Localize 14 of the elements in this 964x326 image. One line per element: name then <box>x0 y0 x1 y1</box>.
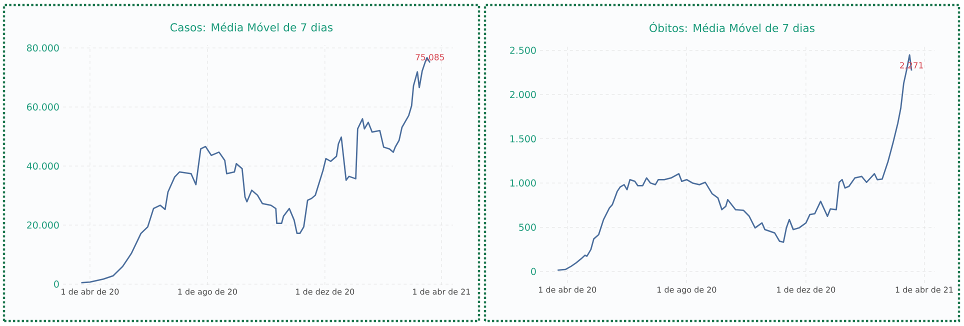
y-tick-label: 0 <box>54 280 59 288</box>
y-tick-label: 80.000 <box>27 44 59 52</box>
chart-title: Óbitos: Média Móvel de 7 dias <box>650 22 815 32</box>
y-tick-label: 60.000 <box>27 103 59 111</box>
annotation: 75,085 <box>416 54 444 62</box>
y-tick-label: 500 <box>519 224 536 231</box>
y-tick-label: 2.500 <box>510 46 536 54</box>
chart-title: Casos: Média Móvel de 7 dias <box>170 22 333 32</box>
y-tick-label: 1.500 <box>510 135 536 142</box>
y-tick-label: 20.000 <box>27 221 59 229</box>
y-tick-label: 1.000 <box>510 179 536 187</box>
y-tick-label: 40.000 <box>26 162 59 170</box>
y-tick-label: 2.000 <box>510 90 536 98</box>
y-tick-label: 0 <box>531 268 536 276</box>
